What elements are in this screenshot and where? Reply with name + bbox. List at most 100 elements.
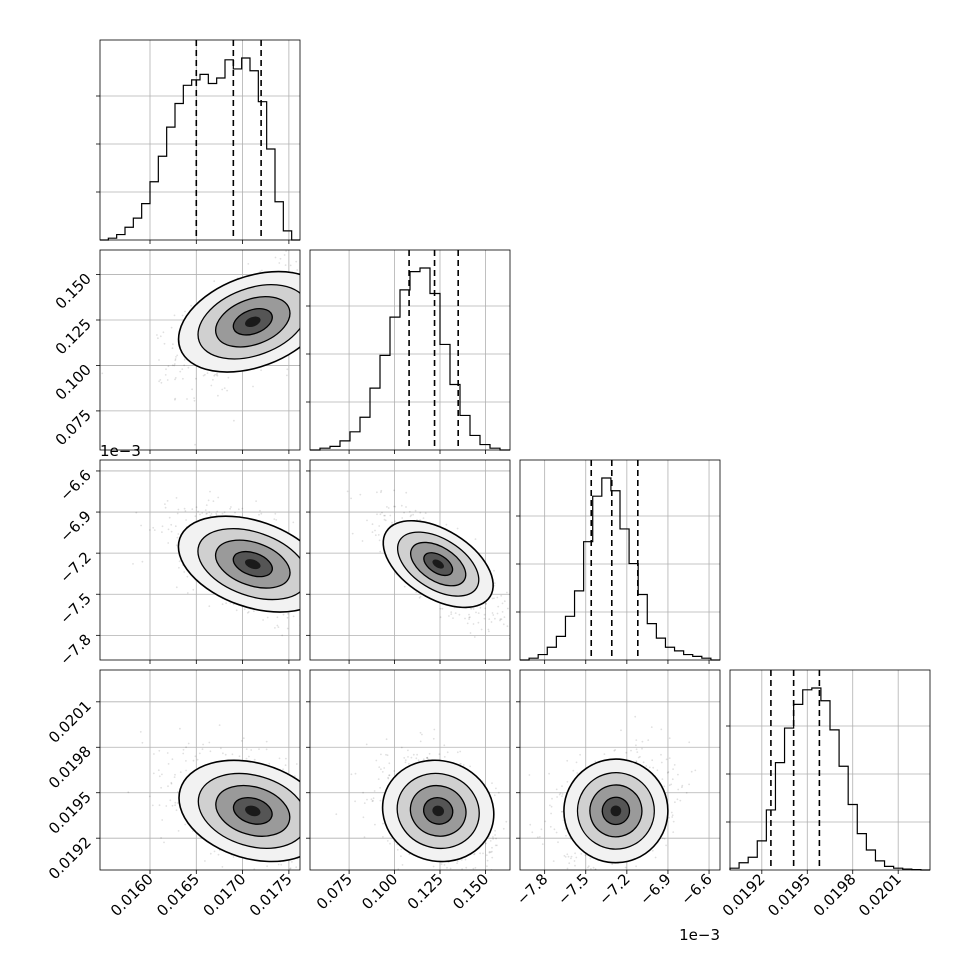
scatter-point <box>317 577 319 579</box>
scatter-point <box>201 512 203 514</box>
scatter-point <box>426 757 428 759</box>
scatter-point <box>291 861 293 863</box>
scatter-point <box>502 611 504 613</box>
scatter-point <box>142 561 144 563</box>
scatter-point <box>208 511 210 513</box>
scatter-point <box>190 305 192 307</box>
scatter-point <box>378 766 380 768</box>
scatter-point <box>307 835 309 837</box>
scatter-point <box>657 769 659 771</box>
scatter-point <box>468 614 470 616</box>
scatter-point <box>355 295 357 297</box>
scatter-point <box>317 622 319 624</box>
scatter-point <box>313 839 315 841</box>
scatter-point <box>304 847 306 849</box>
scatter-point <box>454 891 456 893</box>
scatter-point <box>446 524 448 526</box>
scatter-point <box>312 581 314 583</box>
scatter-point <box>274 871 276 873</box>
scatter-point <box>672 814 674 816</box>
scatter-point <box>132 563 134 565</box>
scatter-point <box>420 732 422 734</box>
scatter-point <box>404 586 406 588</box>
scatter-point <box>318 614 320 616</box>
scatter-point <box>184 311 186 313</box>
scatter-point <box>171 531 173 533</box>
scatter-point <box>475 612 477 614</box>
scatter-point <box>304 303 306 305</box>
scatter-point <box>338 589 340 591</box>
scatter-point <box>305 626 307 628</box>
scatter-point <box>320 276 322 278</box>
scatter-point <box>192 589 194 591</box>
scatter-point <box>302 825 304 827</box>
scatter-point <box>323 867 325 869</box>
scatter-point <box>213 500 215 502</box>
scatter-point <box>305 278 307 280</box>
scatter-point <box>174 363 176 365</box>
scatter-point <box>308 270 310 272</box>
scatter-point <box>315 298 317 300</box>
scatter-point <box>405 759 407 761</box>
scatter-point <box>154 529 156 531</box>
scatter-point <box>204 860 206 862</box>
scatter-point <box>246 758 248 760</box>
scatter-point <box>316 559 318 561</box>
scatter-point <box>341 827 343 829</box>
scatter-point <box>302 821 304 823</box>
scatter-point <box>305 803 307 805</box>
scatter-point <box>224 511 226 513</box>
scatter-point <box>491 900 493 902</box>
scatter-point <box>315 290 317 292</box>
scatter-point <box>420 741 422 743</box>
scatter-point <box>324 287 326 289</box>
scatter-point <box>382 836 384 838</box>
scatter-point <box>463 764 465 766</box>
scatter-point <box>313 266 315 268</box>
scatter-point <box>305 584 307 586</box>
scatter-point <box>315 825 317 827</box>
scatter-point <box>157 337 159 339</box>
scatter-point <box>161 774 163 776</box>
hist-panel-1 <box>306 250 510 454</box>
scatter-point <box>210 750 212 752</box>
scatter-point <box>303 245 305 247</box>
scatter-point <box>318 812 320 814</box>
scatter-point <box>304 879 306 881</box>
scatter-point <box>386 738 388 740</box>
scatter-point <box>335 280 337 282</box>
scatter-point <box>662 778 664 780</box>
scatter-point <box>403 757 405 759</box>
scatter-point <box>389 774 391 776</box>
scatter-point <box>331 797 333 799</box>
scatter-point <box>199 753 201 755</box>
scatter-point <box>304 588 306 590</box>
scatter-point <box>177 537 179 539</box>
scatter-point <box>248 756 250 758</box>
scatter-point <box>328 252 330 254</box>
scatter-point <box>265 871 267 873</box>
histogram-step-2 <box>520 478 720 660</box>
scatter-point <box>448 615 450 617</box>
scatter-point <box>207 372 209 374</box>
scatter-point <box>429 753 431 755</box>
scatter-point <box>372 531 374 533</box>
scatter-point <box>336 301 338 303</box>
scatter-point <box>503 898 505 900</box>
scatter-point <box>498 792 500 794</box>
scatter-point <box>228 377 230 379</box>
scatter-point <box>380 768 382 770</box>
scatter-point <box>314 278 316 280</box>
scatter-point <box>170 524 172 526</box>
scatter-point <box>411 757 413 759</box>
scatter-point <box>314 590 316 592</box>
scatter-point <box>279 758 281 760</box>
scatter-point <box>232 753 234 755</box>
scatter-point <box>561 874 563 876</box>
scatter-point <box>304 596 306 598</box>
scatter-point <box>314 841 316 843</box>
scatter-point <box>252 386 254 388</box>
scatter-point <box>208 500 210 502</box>
scatter-point <box>335 601 337 603</box>
scatter-point <box>306 322 308 324</box>
